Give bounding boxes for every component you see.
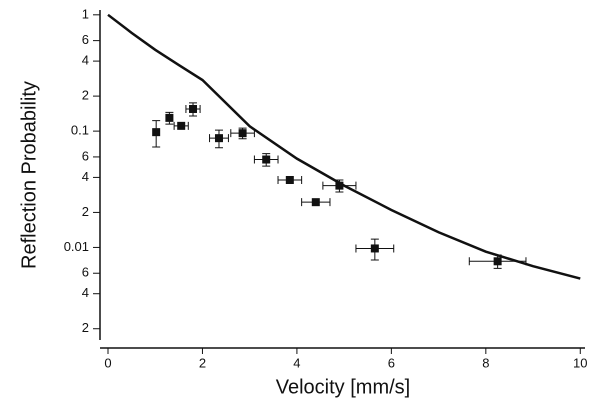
y-tick-label: 6 [82, 148, 89, 163]
x-tick-label: 4 [293, 355, 300, 370]
data-point [152, 128, 161, 137]
data-point [370, 244, 379, 253]
data-point [214, 134, 223, 143]
y-tick-label: 2 [82, 204, 89, 219]
x-tick-label: 8 [482, 355, 489, 370]
y-tick-label: 0.01 [64, 239, 89, 254]
x-tick-label: 2 [199, 355, 206, 370]
data-point [262, 155, 271, 164]
y-tick-label: 6 [82, 265, 89, 280]
y-axis-label: Reflection Probability [18, 81, 40, 269]
y-tick-label: 0.1 [71, 123, 89, 138]
data-point [335, 181, 344, 190]
data-point [189, 104, 198, 113]
y-tick-label: 2 [82, 88, 89, 103]
x-tick-label: 10 [573, 355, 587, 370]
y-tick-label: 2 [82, 320, 89, 335]
data-point [311, 198, 320, 207]
y-tick-label: 4 [82, 169, 89, 184]
data-point [285, 175, 294, 184]
x-axis-label: Velocity [mm/s] [276, 376, 410, 398]
data-point [238, 129, 247, 138]
x-tick-label: 6 [388, 355, 395, 370]
data-point [177, 121, 186, 130]
data-point [165, 113, 174, 122]
fit-curve [107, 13, 581, 280]
x-tick-label: 0 [104, 355, 111, 370]
y-tick-label: 6 [82, 32, 89, 47]
y-tick-label: 4 [82, 53, 89, 68]
data-point [493, 257, 502, 266]
y-tick-label: 1 [82, 6, 89, 21]
y-tick-label: 4 [82, 285, 89, 300]
